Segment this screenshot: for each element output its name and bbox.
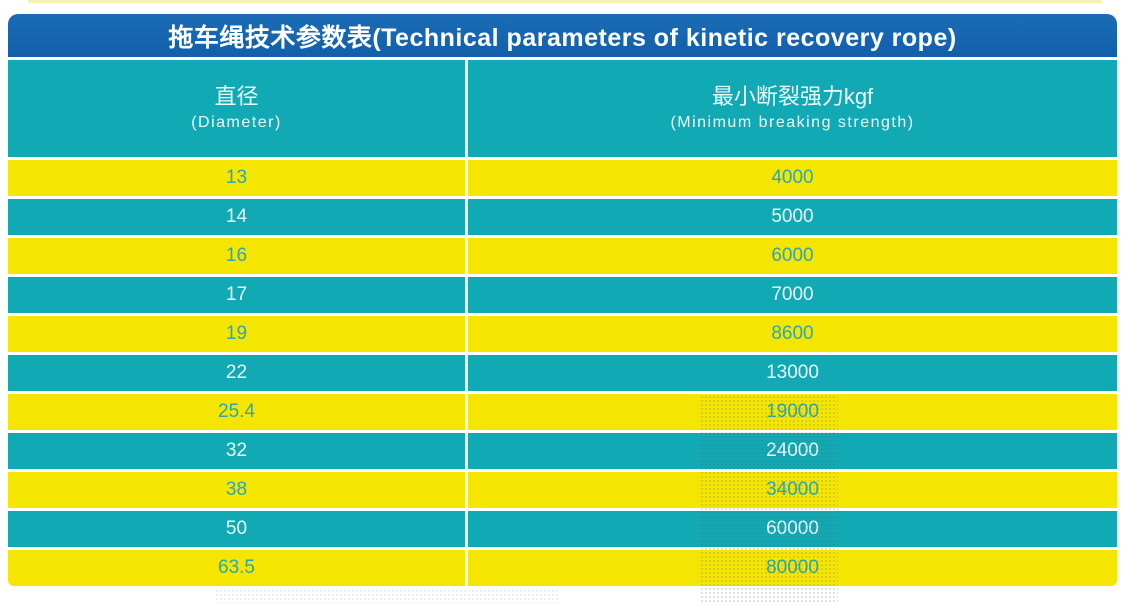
strength-value: 8600 (468, 316, 1117, 352)
strength-value: 60000 (468, 511, 1117, 547)
table-row: 22 13000 (8, 355, 1117, 391)
table-row: 38 34000 (8, 472, 1117, 508)
table-row: 13 4000 (8, 160, 1117, 196)
diameter-value: 17 (8, 277, 465, 313)
table-row: 16 6000 (8, 238, 1117, 274)
strength-value: 24000 (468, 433, 1117, 469)
diameter-value: 19 (8, 316, 465, 352)
strength-value: 5000 (468, 199, 1117, 235)
diameter-value: 63.5 (8, 550, 465, 586)
strength-value: 7000 (468, 277, 1117, 313)
strength-value: 19000 (468, 394, 1117, 430)
page-top-edge-artifact (28, 0, 1102, 3)
diameter-value: 22 (8, 355, 465, 391)
table-row: 50 60000 (8, 511, 1117, 547)
diameter-value: 32 (8, 433, 465, 469)
diameter-value: 50 (8, 511, 465, 547)
table-row: 17 7000 (8, 277, 1117, 313)
table-row: 32 24000 (8, 433, 1117, 469)
diameter-value: 13 (8, 160, 465, 196)
diameter-value: 16 (8, 238, 465, 274)
diameter-header-en: (Diameter) (191, 114, 282, 132)
table-row: 14 5000 (8, 199, 1117, 235)
strength-header-en: (Minimum breaking strength) (670, 114, 915, 132)
strength-header-zh: 最小断裂强力kgf (711, 83, 874, 109)
smudge-scan-artifact (215, 589, 560, 603)
strength-value: 80000 (468, 550, 1117, 586)
diameter-value: 25.4 (8, 394, 465, 430)
table-header-row: 直径 (Diameter) 最小断裂强力kgf (Minimum breakin… (8, 60, 1117, 157)
diameter-header-zh: 直径 (214, 83, 259, 109)
strength-value: 13000 (468, 355, 1117, 391)
table-body: 13 4000 14 5000 16 6000 17 7000 19 8600 22 13000 25.… (8, 160, 1117, 586)
diameter-value: 14 (8, 199, 465, 235)
header-cell-diameter: 直径 (Diameter) (8, 60, 465, 157)
table-row: 19 8600 (8, 316, 1117, 352)
diameter-value: 38 (8, 472, 465, 508)
strength-value: 6000 (468, 238, 1117, 274)
parameters-table: 拖车绳技术参数表(Technical parameters of kinetic… (8, 14, 1117, 586)
table-title: 拖车绳技术参数表(Technical parameters of kinetic… (168, 23, 957, 52)
table-row: 25.4 19000 (8, 394, 1117, 430)
table-title-bar: 拖车绳技术参数表(Technical parameters of kinetic… (8, 14, 1117, 57)
header-cell-strength: 最小断裂强力kgf (Minimum breaking strength) (468, 60, 1117, 157)
strength-value: 4000 (468, 160, 1117, 196)
strength-value: 34000 (468, 472, 1117, 508)
table-row: 63.5 80000 (8, 550, 1117, 586)
